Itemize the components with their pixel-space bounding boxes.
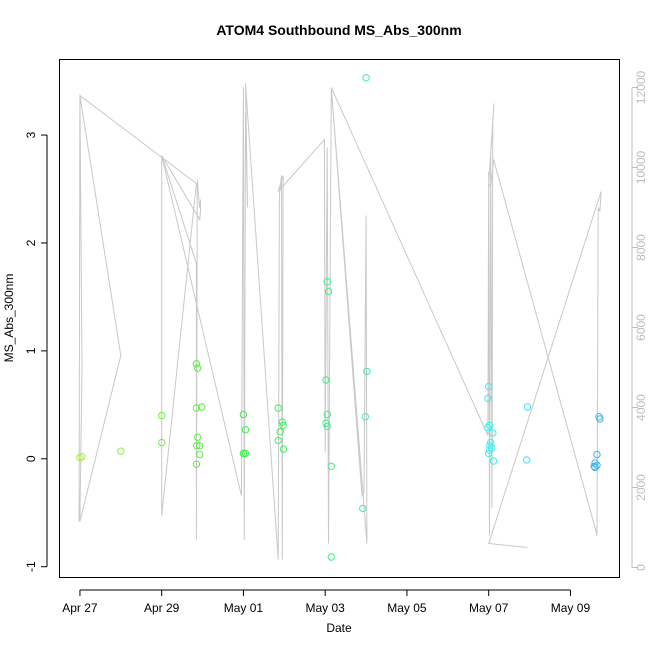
data-point [194, 433, 202, 441]
secondary-y-axis: 0 2000 4000 6000 8000 10000 12000 [631, 70, 648, 571]
x-tick-label: May 05 [387, 601, 427, 615]
data-point [278, 418, 286, 426]
y-axis-label: MS_Abs_300nm [2, 274, 16, 363]
chart-title: ATOM4 Southbound MS_Abs_300nm [216, 22, 461, 38]
y2-tick-label: 6000 [634, 314, 648, 341]
x-tick-label: May 01 [224, 601, 264, 615]
data-point [485, 446, 494, 454]
x-tick-label: Apr 27 [62, 601, 98, 615]
data-point [322, 376, 330, 384]
data-point [323, 278, 331, 286]
data-point [192, 360, 201, 368]
data-point [591, 463, 599, 472]
data-point [192, 460, 201, 468]
data-point [158, 438, 166, 447]
data-point [485, 382, 493, 391]
data-point [194, 364, 202, 372]
data-point [590, 462, 598, 470]
plot-frame [59, 59, 620, 578]
x-axis-label: Date [326, 621, 352, 635]
data-point [198, 403, 206, 411]
y2-tick-label: 0 [634, 564, 648, 571]
x-tick-label: May 09 [551, 601, 591, 615]
x-tick-label: May 03 [306, 601, 346, 615]
y-tick-label: 1 [24, 347, 38, 354]
x-axis: Apr 27 Apr 29 May 01 May 03 May 05 May 07 May … [62, 589, 591, 615]
data-point [196, 450, 204, 459]
y2-tick-label: 2000 [634, 474, 648, 501]
data-point [324, 287, 333, 296]
data-point [279, 421, 287, 429]
data-point [327, 553, 335, 561]
data-point [485, 449, 493, 458]
y-axis: -1 0 1 2 3 [24, 131, 48, 572]
data-point [323, 410, 331, 419]
data-point [241, 426, 250, 434]
x-tick-label: May 07 [469, 601, 509, 615]
data-point [485, 421, 494, 429]
data-point [363, 367, 371, 376]
data-point [484, 394, 492, 403]
data-point [489, 429, 497, 437]
data-point [359, 504, 367, 513]
data-point [327, 462, 335, 470]
data-point [322, 419, 330, 427]
points-layer [76, 74, 604, 561]
data-point [78, 452, 86, 461]
altitude-line [78, 83, 602, 560]
data-point [274, 404, 282, 412]
data-point [192, 404, 201, 412]
data-point [596, 415, 604, 423]
data-point [196, 442, 204, 450]
y-tick-label: 2 [24, 239, 38, 246]
data-point [523, 456, 531, 464]
y2-tick-label: 10000 [634, 150, 648, 184]
data-point [239, 410, 248, 419]
y-tick-label: 3 [24, 131, 38, 138]
y2-tick-label: 4000 [634, 394, 648, 421]
data-point [487, 438, 495, 447]
data-point [489, 457, 498, 465]
data-point [276, 428, 284, 436]
data-point [362, 74, 370, 82]
data-point [323, 422, 331, 431]
y-tick-label: -1 [24, 561, 38, 572]
altitude-layer [78, 83, 602, 560]
data-point [361, 413, 369, 421]
y2-tick-label: 8000 [634, 234, 648, 261]
data-point [486, 442, 494, 450]
data-point [593, 450, 601, 459]
data-point [523, 403, 532, 411]
data-point [241, 449, 250, 458]
data-point [484, 423, 492, 432]
data-point [193, 442, 201, 450]
data-point [274, 436, 282, 445]
data-point [117, 447, 125, 455]
data-point [591, 459, 599, 467]
data-point [158, 411, 166, 420]
x-tick-label: Apr 29 [144, 601, 180, 615]
data-point [279, 445, 288, 453]
data-point [239, 449, 248, 458]
y-tick-label: 0 [24, 455, 38, 462]
y2-tick-label: 12000 [634, 70, 648, 104]
